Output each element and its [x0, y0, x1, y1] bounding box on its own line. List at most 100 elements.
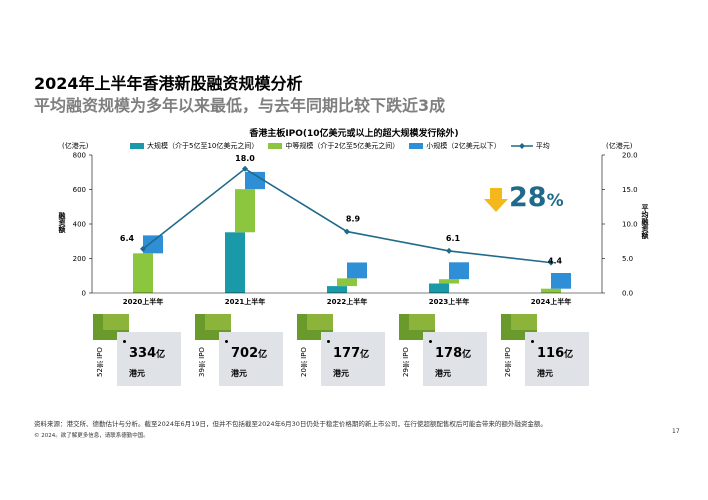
average-data-label: 6.4 [120, 234, 135, 243]
decline-callout: 28% [509, 182, 564, 213]
legend-label-medium: 中等规模（介于2亿至5亿美元之间） [285, 142, 400, 150]
ipo-summary-card: 20宗 IPO 177亿港元 [297, 314, 385, 386]
legend-label-average: 平均 [535, 142, 550, 150]
bar-small [449, 262, 469, 280]
bullet-dot [225, 340, 228, 343]
average-point [242, 165, 248, 172]
legend-item-large: 大规模（介于5亿至10亿美元之间） [130, 141, 258, 151]
source-note: 资料来源：港交所、德勤估计与分析。截至2024年6月19日，但并不包括截至202… [34, 420, 547, 428]
amount-value: 334亿 [129, 346, 165, 361]
chart-legend: 大规模（介于5亿至10亿美元之间） 中等规模（介于2亿至5亿美元之间） 小规模（… [130, 141, 550, 151]
ipo-count: 39宗 IPO [198, 347, 206, 377]
amount-box: 178亿港元 [423, 332, 487, 386]
legend-swatch-large [130, 143, 144, 149]
amount-value: 702亿 [231, 346, 267, 361]
right-tick-label: 5.0 [622, 255, 633, 263]
amount-number: 334 [129, 346, 157, 361]
x-tick-label: 2020上半年 [123, 297, 163, 306]
right-axis-unit: (亿港元) [606, 142, 633, 150]
currency-label: 港元 [333, 369, 349, 378]
decline-unit: % [546, 191, 564, 211]
legend-item-small: 小规模（2亿美元以下） [409, 141, 501, 151]
left-tick-label: 600 [73, 186, 86, 194]
page-subtitle: 平均融资规模为多年以来最低，与去年同期比较下跌近3成 [34, 96, 446, 115]
ipo-count: 26宗 IPO [504, 347, 512, 377]
chart-plot: 0 200 400 600 800 0.0 5.0 10.0 15.0 20.0 2020上半年 20… [73, 152, 638, 307]
legend-swatch-small [409, 143, 424, 149]
ipo-count: 29宗 IPO [402, 347, 410, 377]
amount-unit: 亿 [156, 350, 166, 360]
ipo-summary-card: 29宗 IPO 178亿港元 [399, 314, 487, 386]
ipo-summary-card: 26宗 IPO 116亿港元 [501, 314, 589, 386]
bar-medium [541, 288, 561, 293]
right-axis-title: 平均融资额 [641, 204, 649, 239]
legend-label-large: 大规模（介于5亿至10亿美元之间） [147, 142, 259, 150]
legend-swatch-medium [268, 143, 283, 149]
average-point [548, 259, 554, 266]
bar-small [143, 235, 163, 254]
bar-small [245, 171, 265, 190]
bar-large [327, 286, 347, 293]
left-tick-label: 400 [73, 221, 86, 229]
amount-value: 178亿 [435, 346, 471, 361]
bullet-dot [123, 340, 126, 343]
ipo-summary-card: 39宗 IPO 702亿港元 [195, 314, 283, 386]
ipo-summary-card: 52宗 IPO 334亿港元 [93, 314, 181, 386]
amount-value: 177亿 [333, 346, 369, 361]
bar-large [225, 232, 245, 293]
amount-unit: 亿 [360, 350, 370, 360]
currency-label: 港元 [435, 369, 451, 378]
right-tick-label: 15.0 [622, 186, 638, 194]
bullet-dot [429, 340, 432, 343]
amount-number: 116 [537, 346, 565, 361]
left-tick-label: 800 [73, 152, 86, 160]
left-axis-title: 融资额 [58, 212, 66, 233]
bar-small [347, 262, 367, 279]
page-title: 2024年上半年香港新股融资规模分析 [34, 74, 303, 93]
legend-item-medium: 中等规模（介于2亿至5亿美元之间） [268, 141, 399, 151]
amount-box: 116亿港元 [525, 332, 589, 386]
bar-large [429, 283, 449, 293]
copyright-note: © 2024。欲了解更多信息，请联系德勤中国。 [34, 433, 149, 439]
amount-number: 177 [333, 346, 361, 361]
bullet-dot [531, 340, 534, 343]
x-tick-label: 2023上半年 [429, 297, 469, 306]
right-tick-label: 10.0 [622, 221, 638, 229]
average-data-label: 6.1 [446, 234, 461, 243]
down-arrow-icon [484, 188, 508, 212]
x-tick-label: 2022上半年 [327, 297, 367, 306]
legend-item-average: 平均 [510, 141, 550, 151]
legend-label-small: 小规模（2亿美元以下） [426, 142, 501, 150]
amount-number: 702 [231, 346, 259, 361]
average-data-label: 8.9 [346, 215, 361, 224]
amount-unit: 亿 [564, 350, 574, 360]
currency-label: 港元 [129, 369, 145, 378]
card-accent-inner [511, 314, 537, 330]
amount-value: 116亿 [537, 346, 573, 361]
right-tick-label: 20.0 [622, 152, 638, 160]
decline-value: 28 [509, 182, 547, 213]
average-point [446, 247, 452, 254]
ipo-count: 52宗 IPO [96, 347, 104, 377]
currency-label: 港元 [231, 369, 247, 378]
page-number: 17 [672, 428, 680, 435]
bar-small [551, 272, 571, 289]
bar-medium [133, 253, 153, 293]
amount-unit: 亿 [258, 350, 268, 360]
amount-number: 178 [435, 346, 463, 361]
x-tick-label: 2021上半年 [225, 297, 265, 306]
amount-unit: 亿 [462, 350, 472, 360]
left-tick-label: 0 [82, 290, 86, 298]
ipo-count: 20宗 IPO [300, 347, 308, 377]
currency-label: 港元 [537, 369, 553, 378]
right-tick-label: 0.0 [622, 290, 633, 298]
bar-medium [337, 278, 357, 287]
average-point [344, 228, 350, 235]
average-point [140, 245, 146, 252]
card-accent-inner [103, 314, 129, 330]
bar-medium [439, 279, 459, 284]
bullet-dot [327, 340, 330, 343]
amount-box: 334亿港元 [117, 332, 181, 386]
left-tick-label: 200 [73, 255, 86, 263]
card-accent-inner [409, 314, 435, 330]
